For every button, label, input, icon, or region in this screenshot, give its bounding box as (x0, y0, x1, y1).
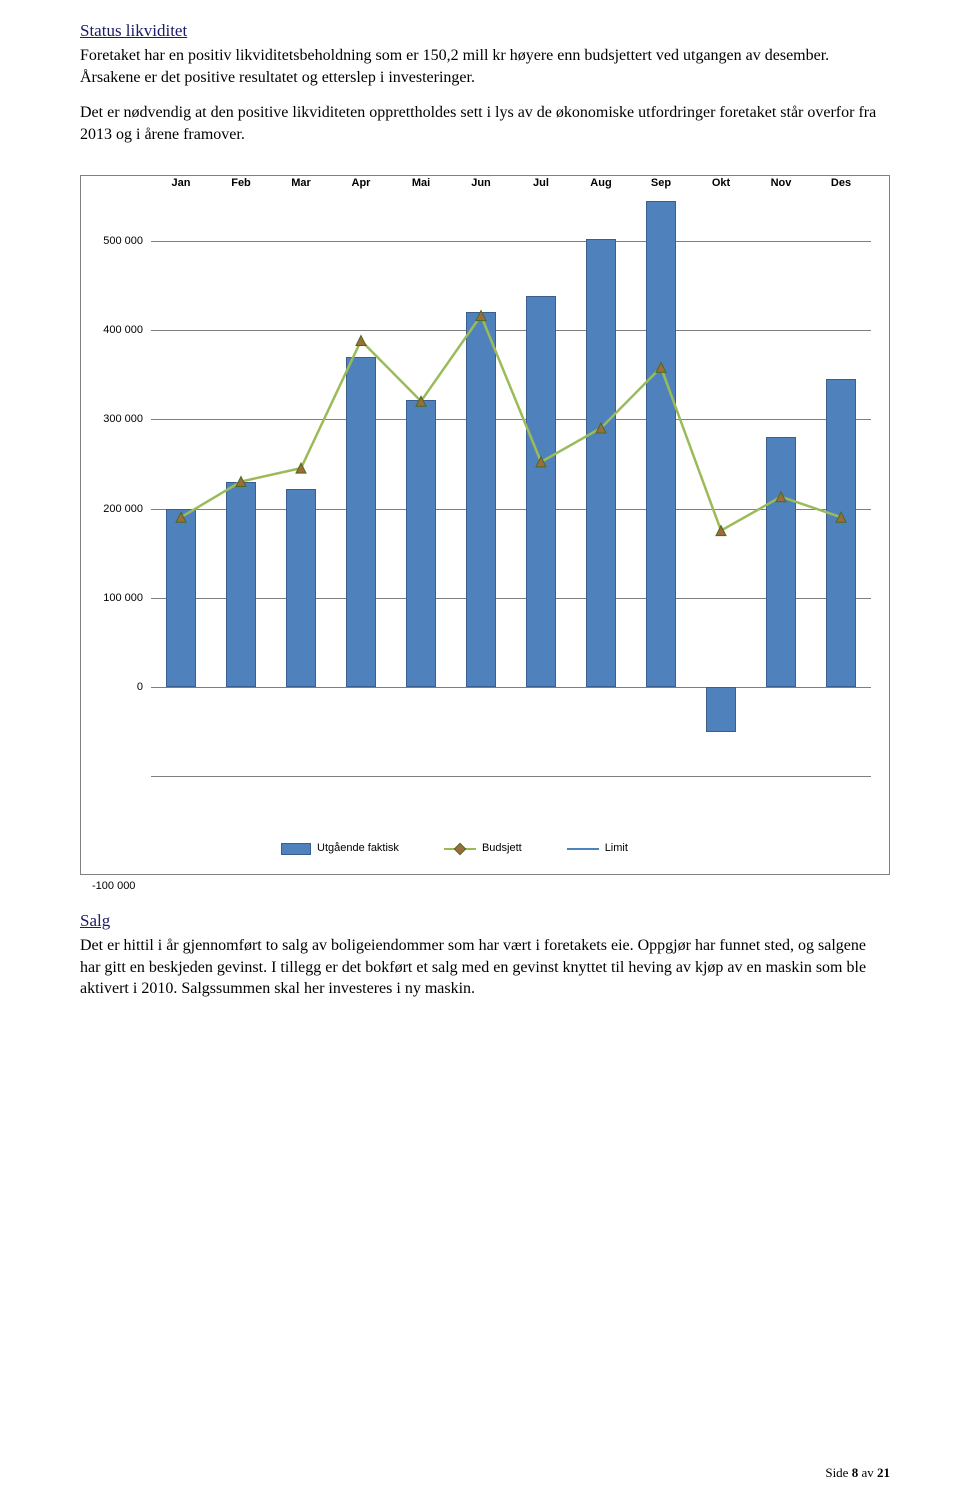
legend-swatch-budsjett (444, 842, 476, 856)
x-axis-label: Sep (631, 176, 691, 191)
liquidity-chart: JanFebMarAprMaiJunJulAugSepOktNovDes Utg… (80, 175, 890, 875)
legend-item-limit: Limit (567, 841, 628, 856)
chart-line-layer (151, 196, 871, 776)
x-axis-label: Nov (751, 176, 811, 191)
status-heading: Status likviditet (80, 20, 890, 43)
x-axis-label: Feb (211, 176, 271, 191)
x-axis-label: Mai (391, 176, 451, 191)
salg-heading: Salg (80, 910, 890, 933)
legend-item-budsjett: Budsjett (444, 841, 522, 856)
footer-total: 21 (877, 1465, 890, 1480)
chart-legend: Utgående faktisk Budsjett Limit (281, 841, 628, 856)
legend-label-limit: Limit (605, 841, 628, 856)
y-axis-label: 100 000 (91, 591, 143, 606)
status-para-2: Det er nødvendig at den positive likvidi… (80, 102, 890, 145)
page-footer: Side 8 av 21 (825, 1464, 890, 1482)
y-axis-label: 200 000 (91, 502, 143, 517)
status-para-1: Foretaket har en positiv likviditetsbeho… (80, 45, 890, 88)
footer-mid: av (858, 1465, 877, 1480)
footer-prefix: Side (825, 1465, 851, 1480)
y-axis-label: 0 (91, 680, 143, 695)
x-axis-label: Jul (511, 176, 571, 191)
legend-swatch-bar (281, 843, 311, 855)
legend-item-bar: Utgående faktisk (281, 841, 399, 856)
gridline (151, 776, 871, 777)
y-axis-label: 500 000 (91, 234, 143, 249)
x-axis-label: Jun (451, 176, 511, 191)
x-axis-label: Des (811, 176, 871, 191)
x-axis-label: Mar (271, 176, 331, 191)
legend-swatch-limit (567, 842, 599, 856)
minus-100-label: -100 000 (92, 879, 890, 894)
x-axis-label: Aug (571, 176, 631, 191)
y-axis-label: 300 000 (91, 412, 143, 427)
legend-label-bar: Utgående faktisk (317, 841, 399, 856)
y-axis-label: 400 000 (91, 323, 143, 338)
x-axis-label: Okt (691, 176, 751, 191)
x-axis-label: Jan (151, 176, 211, 191)
x-axis-label: Apr (331, 176, 391, 191)
salg-para: Det er hittil i år gjennomført to salg a… (80, 935, 890, 1000)
legend-label-budsjett: Budsjett (482, 841, 522, 856)
